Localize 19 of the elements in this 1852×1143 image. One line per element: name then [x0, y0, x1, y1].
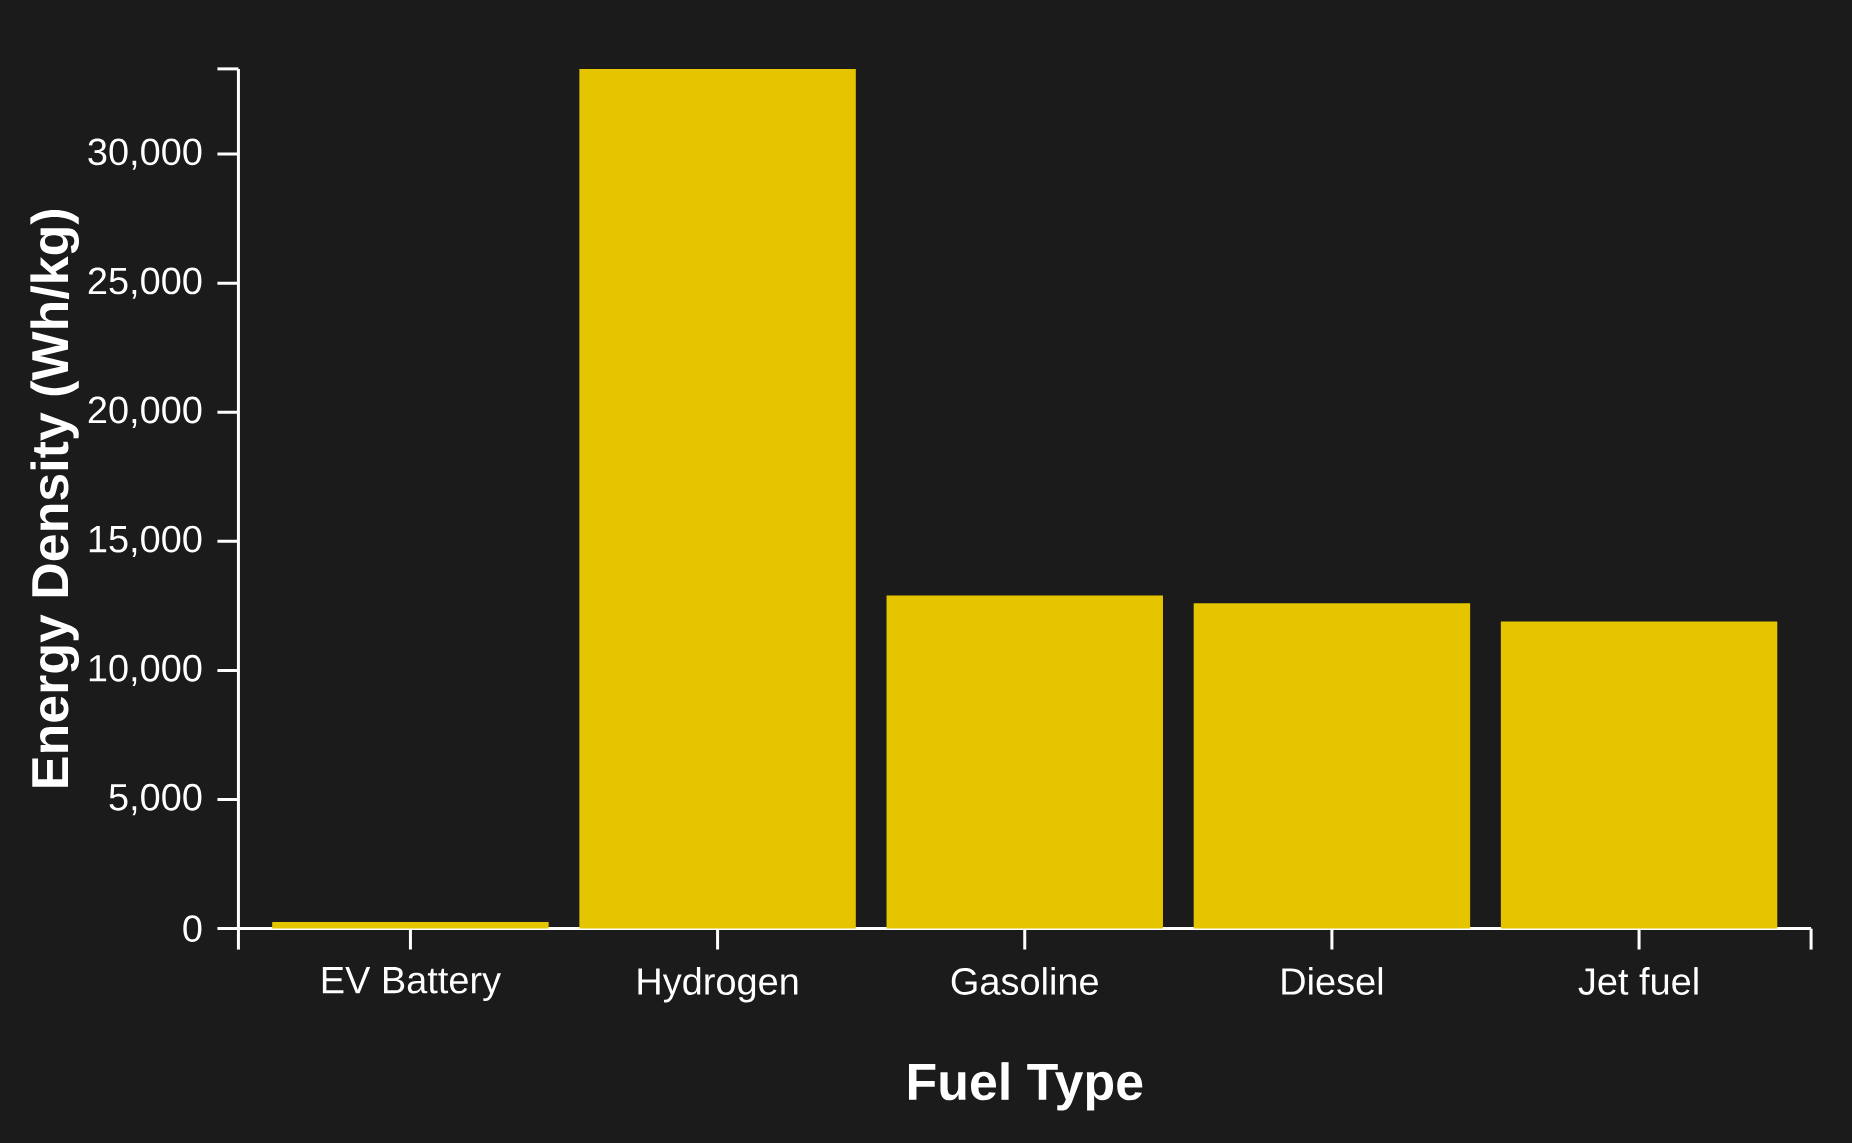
x-tick-label: Diesel — [1282, 966, 1383, 995]
x-tick-label: Hydrogen — [638, 966, 798, 1003]
x-tick-label: Jet fuel — [1578, 966, 1698, 995]
bar — [272, 921, 549, 929]
y-tick-label: 10,000 — [89, 654, 202, 686]
y-tick-label: 20,000 — [88, 396, 202, 428]
x-tick-label: Gasoline — [951, 966, 1098, 995]
y-tick-label: 25,000 — [88, 267, 202, 299]
bar — [886, 595, 1163, 929]
y-tick-label: 15,000 — [89, 525, 202, 557]
y-tick-label: 0 — [183, 915, 202, 942]
bar — [1500, 621, 1778, 929]
y-tick-label: 30,000 — [88, 138, 202, 170]
y-axis-title: Energy Density (Wh/kg) — [30, 209, 80, 787]
bar — [1193, 603, 1471, 929]
x-tick-label: EV Battery — [322, 966, 502, 1001]
y-tick-label: 5,000 — [109, 783, 202, 816]
bar — [579, 68, 856, 929]
x-axis-title: Fuel Type — [908, 1062, 1143, 1111]
